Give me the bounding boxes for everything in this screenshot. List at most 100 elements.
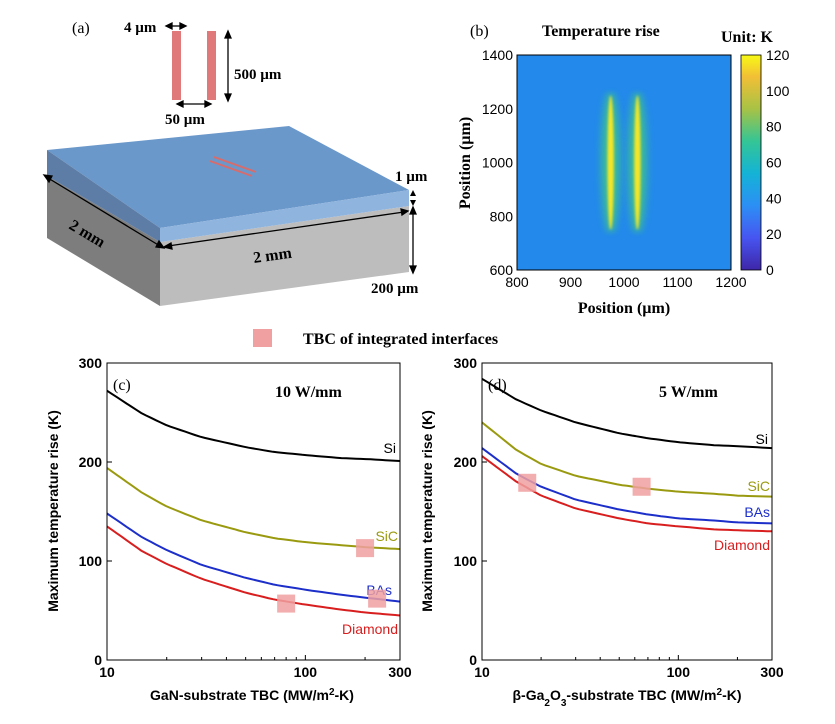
plot-d-xtick: 10 [474, 664, 490, 680]
plot-d-ytick: 0 [469, 652, 477, 668]
plot-d-xlabel-sub2: 3 [561, 698, 567, 709]
plot-d-ytick: 100 [454, 553, 478, 569]
heatmap-ytick: 1200 [482, 101, 513, 117]
plot-c-ylabel: Maximum temperature rise (K) [45, 410, 61, 612]
film-left-face [47, 150, 160, 242]
series-line-bas [106, 512, 401, 603]
plot-d-ytick: 300 [454, 355, 478, 371]
colorbar [740, 54, 762, 271]
series-line-si [481, 377, 773, 450]
panel-a-label: (a) [72, 20, 90, 37]
plot-d-xlabel-sup: 2 [717, 687, 723, 698]
tbc-marker [632, 477, 651, 496]
series-label-diamond: Diamond [342, 621, 398, 637]
series-line-diamond [106, 525, 401, 617]
colorbar-tick: 100 [766, 83, 790, 99]
heatmap-xtick: 800 [505, 274, 529, 290]
plot-c-xlabel: GaN-substrate TBC (MW/m2-K) [150, 687, 354, 704]
substrate-left-face [47, 176, 160, 306]
heater-on-film-2 [213, 156, 257, 173]
plot-c-ytick: 300 [79, 355, 103, 371]
heatmap-axes: 800 900 1000 1100 1200 600 800 1000 1200… [482, 47, 747, 290]
series-line-sic [106, 467, 401, 551]
film-dimension-arrow [410, 190, 416, 206]
plot-c-ytick: 100 [79, 553, 103, 569]
plot-d-xlabel-mid: O [550, 687, 561, 703]
dim-substrate-label: 200 µm [371, 281, 419, 297]
series-label-diamond: Diamond [714, 537, 770, 553]
plot-d-area: Si SiC BAs Diamond [481, 362, 773, 661]
side-dimension-arrow-left [42, 174, 166, 249]
plot-d-xlabel-mid2: -substrate TBC (MW/m [566, 687, 716, 703]
plot-c-frame [106, 362, 401, 661]
heater-strip-right [207, 31, 216, 100]
panel-d-annotation: 5 W/mm [659, 384, 718, 401]
legend-label: TBC of integrated interfaces [303, 331, 498, 348]
panel-a: (a) 4 µm 500 µm 50 µm [42, 20, 428, 306]
panel-c-label: (c) [113, 377, 131, 394]
series-label-bas: BAs [744, 504, 770, 520]
heatmap-ytick: 1400 [482, 47, 513, 63]
heatmap-ytick: 1000 [482, 155, 513, 171]
panel-d: Si SiC BAs Diamond (d) 5 W/mm 0 100 200 300… [419, 355, 784, 709]
plot-d-xlabel-sub1: 2 [544, 698, 550, 709]
series-label-sic: SiC [747, 478, 770, 494]
plot-c-xtick: 10 [99, 664, 115, 680]
plot-c-xtick: 100 [294, 664, 318, 680]
tbc-marker [518, 473, 537, 492]
colorbar-ticks: 0 20 40 60 80 100 120 [766, 47, 790, 278]
plot-c-xlabel-tail: -K) [335, 687, 354, 703]
heatmap-frame [516, 54, 732, 271]
width-dimension-arrow [164, 21, 188, 31]
dim-width-label: 4 µm [124, 20, 157, 36]
plot-c-xlabel-sup: 2 [329, 687, 335, 698]
film-front-face [160, 190, 409, 242]
plot-d-ytick: 200 [454, 454, 478, 470]
substrate-dimension-arrow [409, 205, 417, 275]
plot-d-xtick: 100 [667, 664, 691, 680]
heatmap-ylabel: Position (µm) [457, 117, 474, 209]
dim-length-label: 500 µm [234, 67, 282, 83]
plot-d-xlabel-tail: -K) [722, 687, 741, 703]
dim-side2-label: 2 mm [252, 245, 293, 267]
series-label-si: Si [384, 440, 396, 456]
series-line-sic [481, 421, 773, 498]
heater-hotspot [607, 95, 614, 230]
gap-dimension-arrow [175, 99, 213, 109]
heater-hotspot [634, 95, 641, 230]
plot-c-xtick: 300 [388, 664, 412, 680]
dim-film-label: 1 µm [395, 169, 428, 185]
heatmap-xtick: 1200 [715, 274, 746, 290]
plot-d-xtick: 300 [760, 664, 784, 680]
heatmap-marks [601, 91, 647, 234]
tbc-marker [356, 539, 375, 558]
heatmap-title: Temperature rise [542, 23, 660, 40]
colorbar-tick: 120 [766, 47, 790, 63]
legend-marker [253, 329, 272, 347]
heatmap-xtick: 1000 [608, 274, 639, 290]
film-top-face [47, 126, 409, 228]
plot-d-xlabel-main: β-Ga [512, 687, 544, 703]
plot-c-ytick: 0 [94, 652, 102, 668]
plot-d-xlabel: β-Ga2O3-substrate TBC (MW/m2-K) [512, 687, 741, 709]
series-line-si [106, 389, 401, 462]
shared-legend: TBC of integrated interfaces [253, 329, 498, 348]
plot-d-ylabel: Maximum temperature rise (K) [419, 410, 435, 612]
heatmap-xtick: 900 [559, 274, 583, 290]
series-label-sic: SiC [375, 528, 398, 544]
side-dimension-arrow-front [162, 208, 410, 250]
heatmap-background [517, 55, 731, 270]
plot-d-frame [481, 362, 773, 661]
panel-b-label: (b) [470, 23, 489, 40]
colorbar-tick: 0 [766, 262, 774, 278]
colorbar-tick: 40 [766, 190, 782, 206]
heatmap-ytick: 800 [490, 208, 514, 224]
colorbar-tick: 80 [766, 119, 782, 135]
substrate-front-face [160, 206, 409, 306]
panel-d-label: (d) [488, 377, 507, 394]
series-line-diamond [481, 455, 773, 533]
plot-c-xlabel-main: GaN-substrate TBC (MW/m [150, 687, 329, 703]
